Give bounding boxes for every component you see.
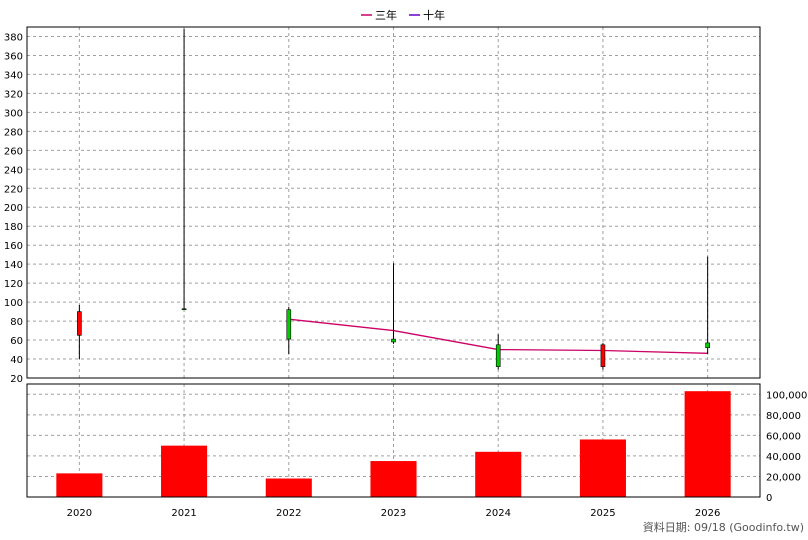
volume-tick-label: 0	[766, 493, 772, 504]
legend-label-ten-year: 十年	[423, 8, 445, 22]
price-tick-label: 360	[4, 51, 23, 62]
price-tick-label: 60	[10, 336, 23, 347]
price-tick-label: 220	[4, 184, 23, 195]
candle-body	[77, 311, 82, 336]
volume-tick-label: 20,000	[766, 472, 801, 483]
x-tick-label: 2021	[171, 508, 196, 519]
candle-body	[286, 309, 292, 340]
volume-tick-label: 40,000	[766, 452, 801, 463]
candle-body	[705, 342, 710, 348]
price-tick-label: 80	[10, 317, 23, 328]
volume-bar	[370, 461, 417, 497]
volume-bar	[56, 473, 103, 497]
price-tick-label: 340	[4, 70, 23, 81]
volume-bar	[161, 445, 208, 497]
price-tick-label: 300	[4, 108, 23, 119]
x-tick-label: 2026	[695, 508, 720, 519]
price-tick-label: 40	[10, 355, 23, 366]
volume-tick-label: 60,000	[766, 431, 801, 442]
price-tick-label: 380	[4, 32, 23, 43]
x-tick-label: 2020	[67, 508, 92, 519]
legend-label-three-year: 三年	[375, 8, 397, 22]
candle-body	[600, 344, 606, 367]
x-tick-label: 2024	[485, 508, 510, 519]
volume-bar	[475, 451, 522, 497]
x-tick-label: 2025	[590, 508, 615, 519]
price-tick-label: 20	[10, 374, 23, 385]
candlesticks	[77, 28, 710, 370]
candle-body	[495, 344, 501, 367]
candle-body	[181, 308, 187, 311]
price-tick-label: 260	[4, 146, 23, 157]
price-tick-label: 200	[4, 203, 23, 214]
volume-bar	[579, 439, 626, 497]
axes	[26, 26, 761, 498]
price-tick-label: 120	[4, 279, 23, 290]
price-tick-label: 160	[4, 241, 23, 252]
volume-bar	[265, 478, 312, 497]
price-tick-label: 180	[4, 222, 23, 233]
x-tick-label: 2023	[381, 508, 406, 519]
tick-labels: 20 40 60 80 100 120 140 160 180 200 220 240 260 280 30…	[4, 32, 807, 519]
volume-tick-label: 80,000	[766, 411, 801, 422]
price-tick-label: 280	[4, 127, 23, 138]
footer-source: 資料日期: 09/18 (Goodinfo.tw)	[643, 520, 804, 534]
price-tick-label: 100	[4, 298, 23, 309]
price-tick-label: 320	[4, 89, 23, 100]
candle-body	[391, 338, 396, 343]
x-tick-label: 2022	[276, 508, 301, 519]
legend: 三年 十年	[361, 8, 445, 22]
volume-bar	[684, 391, 731, 497]
price-tick-label: 240	[4, 165, 23, 176]
grid-lines	[27, 27, 760, 498]
price-plot-frame	[26, 26, 761, 379]
price-tick-label: 140	[4, 260, 23, 271]
volume-plot-frame	[26, 383, 761, 498]
volume-tick-label: 100,000	[766, 390, 807, 401]
volume-bars	[56, 391, 731, 497]
